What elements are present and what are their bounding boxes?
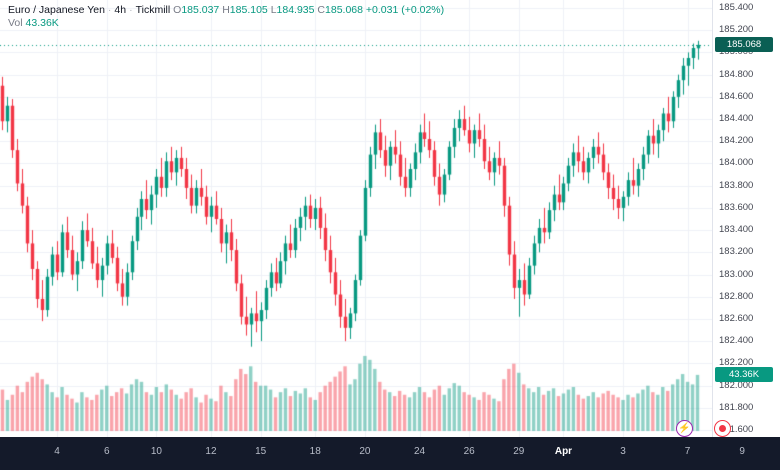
record-dot [719,425,726,432]
timeframe-label[interactable]: 4h [114,4,127,16]
provider-label: Tickmill [135,4,171,16]
low-label: L [270,4,277,16]
price-axis-label: 182.800 [719,290,754,302]
price-axis-label: 182.400 [719,335,754,347]
price-axis-label: 183.600 [719,201,754,213]
time-axis-label: 29 [513,446,525,457]
price-axis-label: 185.400 [719,1,754,13]
time-axis-label: 20 [359,446,371,457]
time-axis-label: 18 [309,446,321,457]
time-axis-label: 4 [54,446,60,457]
flash-icon[interactable]: ⚡ [676,420,693,437]
price-axis-label: 184.400 [719,113,754,125]
price-axis-label: 181.600 [719,424,754,435]
time-axis-label: 15 [255,446,267,457]
time-axis-label: 12 [205,446,217,457]
time-axis[interactable]: 4 6 10 12 15 18 20 24 26 29 Apr 3 7 9 [0,437,780,470]
price-axis-label: 185.000 [719,46,754,58]
price-axis-label: 184.000 [719,157,754,169]
legend-separator: · [107,4,112,16]
volume-label: Vol [8,17,23,29]
time-axis-label: 24 [413,446,426,457]
low-value: 184.935 [276,4,315,16]
price-axis-label: 183.400 [719,224,754,236]
high-label: H [222,4,230,16]
volume-value: 43.36K [25,17,59,29]
last-price-badge: 185.068 [715,36,773,52]
legend-volume-row: Vol 43.36K [8,17,444,30]
price-axis-label: 183.800 [719,179,754,191]
price-axis-label: 182.000 [719,379,754,391]
symbol-title[interactable]: Euro / Japanese Yen [8,4,105,16]
time-axis-label: Apr [554,446,573,457]
time-axis-label: 3 [620,446,626,457]
price-axis[interactable]: 185.068 43.36K 185.400 185.200 185.000 184.… [712,0,780,437]
high-value: 185.105 [229,4,268,16]
price-axis-label: 182.600 [719,312,754,324]
record-icon[interactable] [714,420,731,437]
change-value: +0.031 (+0.02%) [365,4,445,16]
time-axis-label: 10 [150,446,162,457]
time-axis-label: 9 [739,446,745,457]
price-axis-label: 184.800 [719,68,754,80]
price-axis-label: 183.200 [719,246,754,258]
open-value: 185.037 [181,4,220,16]
open-label: O [173,4,182,16]
price-axis-label: 184.200 [719,135,754,147]
flash-glyph: ⚡ [678,423,691,434]
price-axis-label: 184.600 [719,90,754,102]
volume-badge: 43.36K [715,366,773,382]
chart-legend: Euro / Japanese Yen · 4h · Tickmill O185.037… [8,4,444,30]
price-axis-label: 185.200 [719,24,754,36]
candlestick-chart-canvas[interactable] [0,0,712,437]
legend-symbol-row: Euro / Japanese Yen · 4h · Tickmill O185.037… [8,4,444,17]
legend-separator: · [129,4,133,16]
time-axis-label: 26 [463,446,475,457]
time-axis-label: 6 [103,446,110,457]
close-value: 185.068 [325,4,363,16]
time-axis-label: 7 [684,446,691,457]
price-axis-label: 182.200 [719,357,754,369]
close-label: C [317,4,326,16]
price-axis-label: 183.000 [719,268,754,280]
price-axis-label: 181.800 [719,401,754,413]
